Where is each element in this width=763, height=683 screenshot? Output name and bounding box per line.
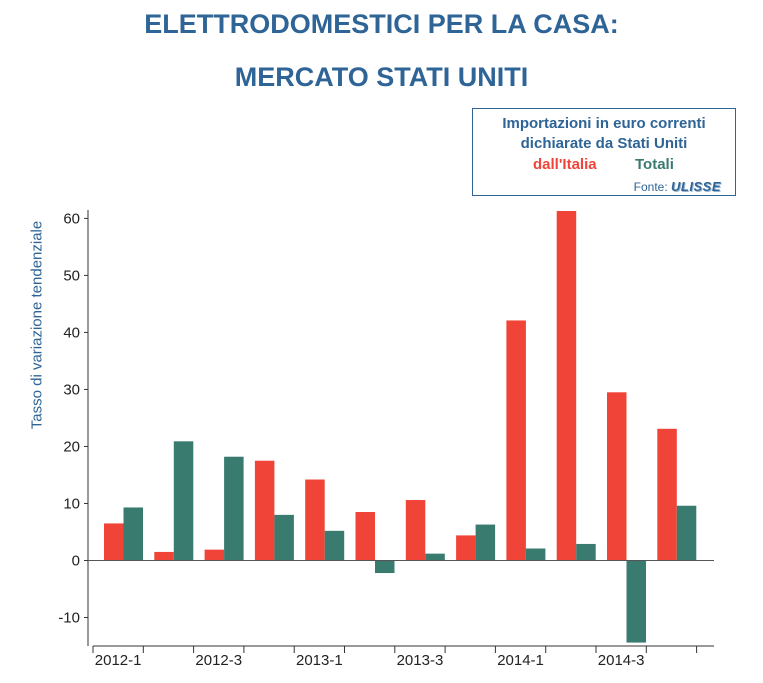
bar-totali bbox=[324, 530, 345, 561]
legend-description-line2: dichiarate da Stati Uniti bbox=[520, 135, 688, 152]
bar-totali bbox=[375, 560, 395, 574]
bar-italia bbox=[405, 500, 426, 561]
legend-source: Fonte: ULISSE bbox=[634, 179, 721, 194]
chart-title-line1: ELETTRODOMESTICI PER LA CASA: bbox=[144, 9, 619, 39]
bar-italia bbox=[305, 479, 325, 561]
bar-totali bbox=[475, 524, 496, 561]
bar-italia bbox=[506, 320, 526, 561]
bar-totali bbox=[123, 507, 143, 561]
bar-totali bbox=[173, 441, 194, 561]
bar-totali bbox=[676, 505, 697, 561]
legend-box: Importazioni in euro correnti dichiarate… bbox=[472, 108, 736, 196]
bar-italia bbox=[607, 392, 627, 561]
bar-totali bbox=[274, 514, 294, 561]
x-tick-label: 2014-1 bbox=[497, 652, 544, 669]
y-tick-label: 60 bbox=[63, 210, 80, 227]
bar-totali bbox=[425, 553, 445, 561]
y-tick-label: 10 bbox=[63, 495, 80, 512]
y-tick-label: 50 bbox=[63, 267, 80, 284]
bar-italia bbox=[456, 535, 476, 561]
y-tick-label: 40 bbox=[63, 324, 80, 341]
bar-totali bbox=[626, 560, 646, 643]
legend-description-line1: Importazioni in euro correnti bbox=[502, 115, 706, 132]
bar-italia bbox=[254, 460, 275, 561]
bar-totali bbox=[525, 548, 546, 561]
ulisse-logo: ULISSE bbox=[671, 179, 721, 194]
bar-italia bbox=[556, 210, 577, 561]
chart-title-line2: MERCATO STATI UNITI bbox=[234, 62, 529, 92]
x-tick-label: 2012-3 bbox=[195, 652, 242, 669]
x-tick-label: 2014-3 bbox=[598, 652, 645, 669]
y-tick-label: 30 bbox=[63, 381, 80, 398]
bar-italia bbox=[657, 428, 677, 561]
y-tick-label: 20 bbox=[63, 438, 80, 455]
x-tick-label: 2012-1 bbox=[95, 652, 142, 669]
y-tick-label: 0 bbox=[72, 552, 80, 569]
bar-italia bbox=[154, 551, 174, 561]
bar-italia bbox=[355, 512, 375, 561]
source-label: Fonte: bbox=[633, 180, 668, 194]
bar-totali bbox=[224, 456, 244, 561]
bar-totali bbox=[576, 543, 596, 561]
legend-entry-italia: dall'Italia bbox=[533, 156, 597, 173]
y-tick-label: -10 bbox=[58, 609, 80, 626]
x-tick-label: 2013-3 bbox=[397, 652, 444, 669]
legend-entry-totali: Totali bbox=[635, 156, 674, 173]
bar-italia bbox=[204, 549, 225, 561]
x-tick-label: 2013-1 bbox=[296, 652, 343, 669]
bar-italia bbox=[104, 523, 124, 561]
